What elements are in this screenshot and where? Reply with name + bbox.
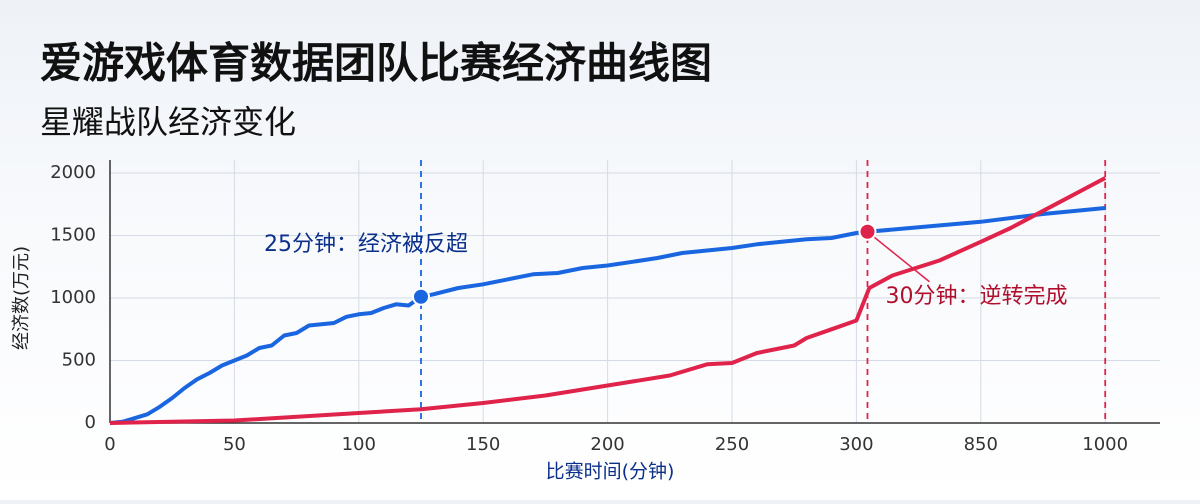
- y-tick-label: 2000: [50, 162, 96, 183]
- y-tick-label: 1500: [50, 225, 96, 246]
- chart-subtitle: 星耀战队经济变化: [40, 103, 296, 141]
- x-tick-label: 200: [590, 434, 624, 455]
- series-line: [109, 176, 1107, 425]
- y-axis-label: 经济数(万元): [11, 246, 32, 350]
- x-tick-label: 850: [964, 434, 998, 455]
- x-tick-label: 50: [223, 434, 246, 455]
- annotation-text: 25分钟：经济被反超: [264, 232, 468, 257]
- annotation-marker: [858, 222, 877, 241]
- x-axis-label: 比赛时间(分钟): [546, 461, 675, 483]
- x-tick-label: 150: [466, 434, 500, 455]
- x-tick-label: 1000: [1082, 434, 1128, 455]
- x-tick-label: 250: [715, 434, 749, 455]
- x-tick-label: 0: [104, 434, 115, 455]
- annotation-marker: [412, 287, 430, 306]
- y-tick-label: 500: [62, 350, 96, 371]
- chart-title: 爱游戏体育数据团队比赛经济曲线图: [40, 39, 712, 88]
- y-tick-label: 1000: [50, 287, 96, 308]
- annotation-connector: [867, 231, 930, 283]
- annotation-text: 30分钟：逆转完成: [885, 284, 1067, 309]
- y-tick-label: 0: [85, 412, 96, 433]
- x-tick-label: 300: [839, 434, 873, 455]
- series-line: [109, 206, 1106, 425]
- x-tick-label: 100: [342, 434, 376, 455]
